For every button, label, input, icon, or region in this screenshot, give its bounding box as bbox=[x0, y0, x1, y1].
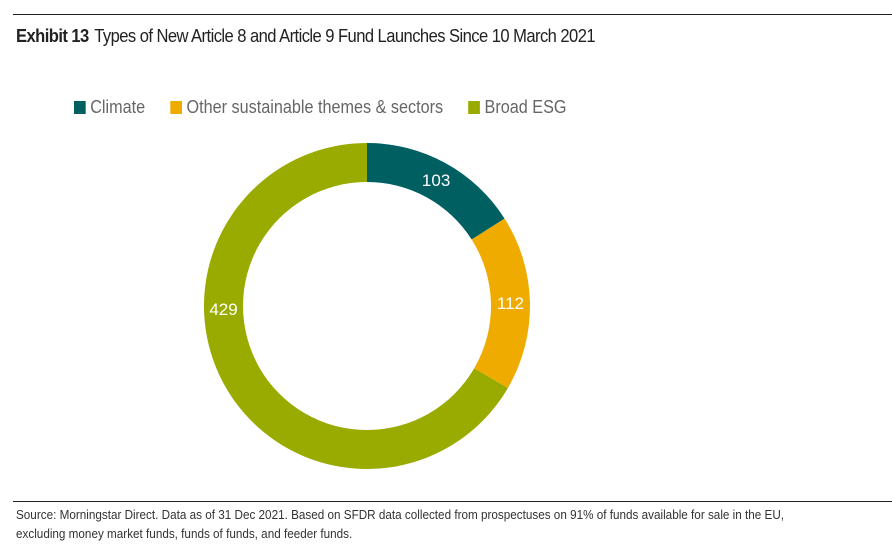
legend-label: Other sustainable themes & sectors bbox=[186, 97, 444, 117]
data-label: 112 bbox=[497, 294, 524, 313]
legend: Climate Other sustainable themes & secto… bbox=[74, 97, 566, 118]
title-text: Types of New Article 8 and Article 9 Fun… bbox=[94, 26, 596, 46]
top-rule bbox=[13, 14, 892, 15]
legend-label: Climate bbox=[90, 97, 146, 117]
legend-swatch bbox=[468, 101, 481, 114]
legend-item-other-themes: Other sustainable themes & sectors bbox=[170, 97, 443, 118]
legend-item-broad-esg: Broad ESG bbox=[468, 97, 566, 118]
data-label: 429 bbox=[209, 300, 237, 319]
exhibit-label: Exhibit 13 bbox=[16, 26, 89, 46]
legend-label: Broad ESG bbox=[484, 97, 567, 117]
donut-slice-climate bbox=[367, 143, 505, 240]
donut-slice-other-sustainable-themes-sectors bbox=[471, 218, 530, 388]
chart-title: Exhibit 13 Types of New Article 8 and Art… bbox=[16, 26, 596, 47]
legend-swatch bbox=[170, 101, 183, 114]
bottom-rule bbox=[13, 501, 892, 502]
data-label: 103 bbox=[422, 171, 450, 190]
legend-item-climate: Climate bbox=[74, 97, 145, 118]
legend-swatch bbox=[74, 101, 86, 114]
source-note: Source: Morningstar Direct. Data as of 3… bbox=[16, 507, 785, 541]
